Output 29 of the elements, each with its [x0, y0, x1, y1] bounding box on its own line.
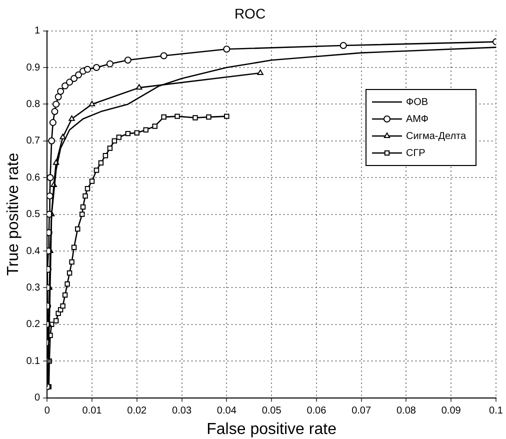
x-tick-label: 0.07 — [352, 406, 372, 417]
y-tick-label: 0.7 — [26, 136, 41, 147]
x-tick-label: 0.06 — [306, 406, 327, 417]
y-tick-label: 0.1 — [26, 356, 41, 367]
legend-label: СГР — [406, 148, 426, 159]
x-tick-label: 0 — [44, 406, 50, 417]
y-tick-label: 0.8 — [26, 98, 41, 110]
legend-label: Сигма-Делта — [406, 130, 467, 142]
x-tick-label: 0.05 — [262, 406, 282, 417]
y-tick-label: 0.9 — [26, 62, 41, 74]
y-tick-label: 0.2 — [26, 319, 41, 330]
x-tick-label: 0.08 — [396, 406, 416, 417]
x-tick-label: 0.03 — [172, 406, 192, 417]
legend-label: ФОВ — [406, 96, 428, 108]
y-tick-label: 0.3 — [26, 282, 41, 294]
x-tick-label: 0.02 — [127, 406, 148, 417]
x-tick-label: 0.04 — [216, 406, 237, 417]
y-tick-label: 0.6 — [26, 172, 41, 184]
y-axis-title: True positive rate — [5, 152, 22, 276]
legend-label: АМФ — [406, 114, 429, 125]
y-tick-label: 0 — [34, 392, 41, 404]
y-tick-label: 1 — [34, 26, 41, 37]
x-tick-label: 0.09 — [441, 406, 462, 417]
x-tick-label: 0.01 — [82, 406, 102, 417]
y-tick-label: 0.5 — [26, 209, 41, 220]
x-tick-label: 0.1 — [489, 406, 504, 417]
y-tick-label: 0.4 — [26, 246, 41, 257]
x-axis-title: False positive rate — [206, 420, 337, 438]
chart-title: ROC — [234, 5, 266, 22]
